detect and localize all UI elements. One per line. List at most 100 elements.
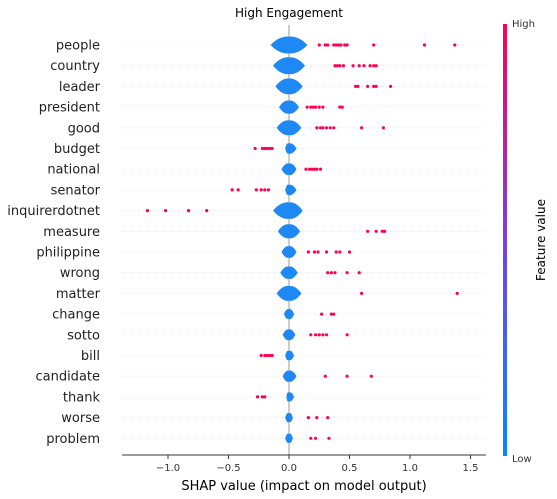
colorbar-low-label: Low: [512, 454, 532, 465]
point-philippine: [338, 250, 342, 254]
point-problem: [314, 436, 318, 440]
point-wrong: [357, 271, 361, 275]
point-candidate: [323, 374, 327, 378]
point-good: [360, 126, 364, 130]
point-worse: [315, 416, 319, 420]
point-senator: [266, 188, 271, 192]
point-measure: [374, 229, 378, 233]
point-budget: [270, 146, 274, 151]
point-sotto: [324, 333, 329, 337]
point-president: [340, 105, 344, 109]
violin-senator: [285, 184, 297, 196]
point-problem: [309, 436, 313, 440]
point-matter: [455, 291, 459, 295]
point-senator: [259, 188, 263, 192]
point-people: [323, 43, 327, 47]
violin-national: [281, 163, 297, 176]
violin-good: [276, 120, 302, 136]
point-country: [333, 64, 337, 68]
colorbar-title: Feature value: [534, 199, 548, 281]
violin-people: [270, 36, 308, 54]
violin-president: [279, 100, 299, 114]
point-good: [332, 126, 336, 130]
feature-label: wrong: [60, 266, 100, 281]
point-matter: [360, 291, 364, 295]
point-president: [314, 105, 318, 109]
point-people: [343, 43, 347, 47]
feature-label: national: [47, 163, 100, 178]
point-inquirerdotnet: [205, 209, 209, 213]
point-wrong: [326, 271, 330, 275]
violin-wrong: [280, 266, 298, 279]
x-tick-label: 1.5: [463, 463, 479, 474]
point-president: [338, 105, 342, 109]
point-good: [381, 126, 385, 130]
point-sotto: [309, 333, 313, 337]
violin-sotto: [282, 329, 296, 341]
feature-label: bill: [81, 349, 100, 364]
point-bill: [265, 353, 269, 358]
point-worse: [306, 416, 310, 420]
point-people: [345, 43, 349, 47]
point-philippine: [306, 250, 310, 254]
point-leader: [353, 84, 358, 88]
point-thank: [255, 395, 260, 399]
point-people: [332, 43, 336, 47]
feature-label: change: [52, 308, 100, 323]
point-bill: [268, 353, 272, 358]
feature-label: senator: [51, 183, 101, 198]
point-wrong: [329, 271, 333, 275]
point-thank: [263, 395, 267, 399]
point-country: [372, 64, 376, 68]
feature-label: good: [68, 121, 100, 136]
point-bill: [259, 353, 263, 358]
point-national: [307, 167, 312, 171]
x-tick-label: −0.5: [216, 463, 240, 474]
feature-label: candidate: [35, 370, 100, 385]
point-sotto: [321, 333, 325, 337]
point-budget: [265, 146, 269, 151]
point-national: [315, 167, 319, 171]
violin-inquirerdotnet: [272, 202, 303, 219]
point-worse: [326, 416, 330, 420]
colorbar: [503, 24, 507, 456]
point-budget: [268, 146, 272, 151]
violin-philippine: [281, 246, 297, 258]
point-inquirerdotnet: [145, 209, 150, 213]
violin-candidate: [282, 370, 297, 382]
x-tick-label: −1.0: [156, 463, 180, 474]
point-country: [341, 64, 346, 68]
point-wrong: [333, 271, 337, 275]
point-president: [317, 105, 321, 109]
point-country: [351, 64, 355, 68]
point-senator: [254, 188, 258, 192]
feature-label: president: [39, 101, 100, 116]
point-budget: [263, 146, 267, 151]
point-national: [304, 167, 308, 171]
feature-label: sotto: [67, 328, 100, 343]
point-philippine: [324, 250, 329, 254]
point-good: [315, 126, 319, 130]
point-president: [321, 105, 325, 109]
point-bill: [263, 353, 267, 358]
point-philippine: [334, 250, 338, 254]
point-president: [309, 105, 313, 109]
point-senator: [263, 188, 267, 192]
point-candidate: [369, 374, 373, 378]
feature-label: inquirerdotnet: [7, 204, 100, 219]
point-people: [334, 43, 338, 47]
point-leader: [372, 84, 376, 88]
point-bill: [270, 353, 274, 358]
point-thank: [260, 395, 264, 399]
point-leader: [374, 84, 378, 88]
point-philippine: [312, 250, 317, 254]
point-people: [422, 43, 427, 47]
x-tick-label: 0.5: [342, 463, 358, 474]
point-problem: [327, 436, 331, 440]
point-national: [318, 167, 323, 171]
point-measure: [366, 229, 370, 233]
feature-label: thank: [63, 390, 101, 405]
point-senator: [236, 188, 240, 192]
point-philippine: [316, 250, 320, 254]
